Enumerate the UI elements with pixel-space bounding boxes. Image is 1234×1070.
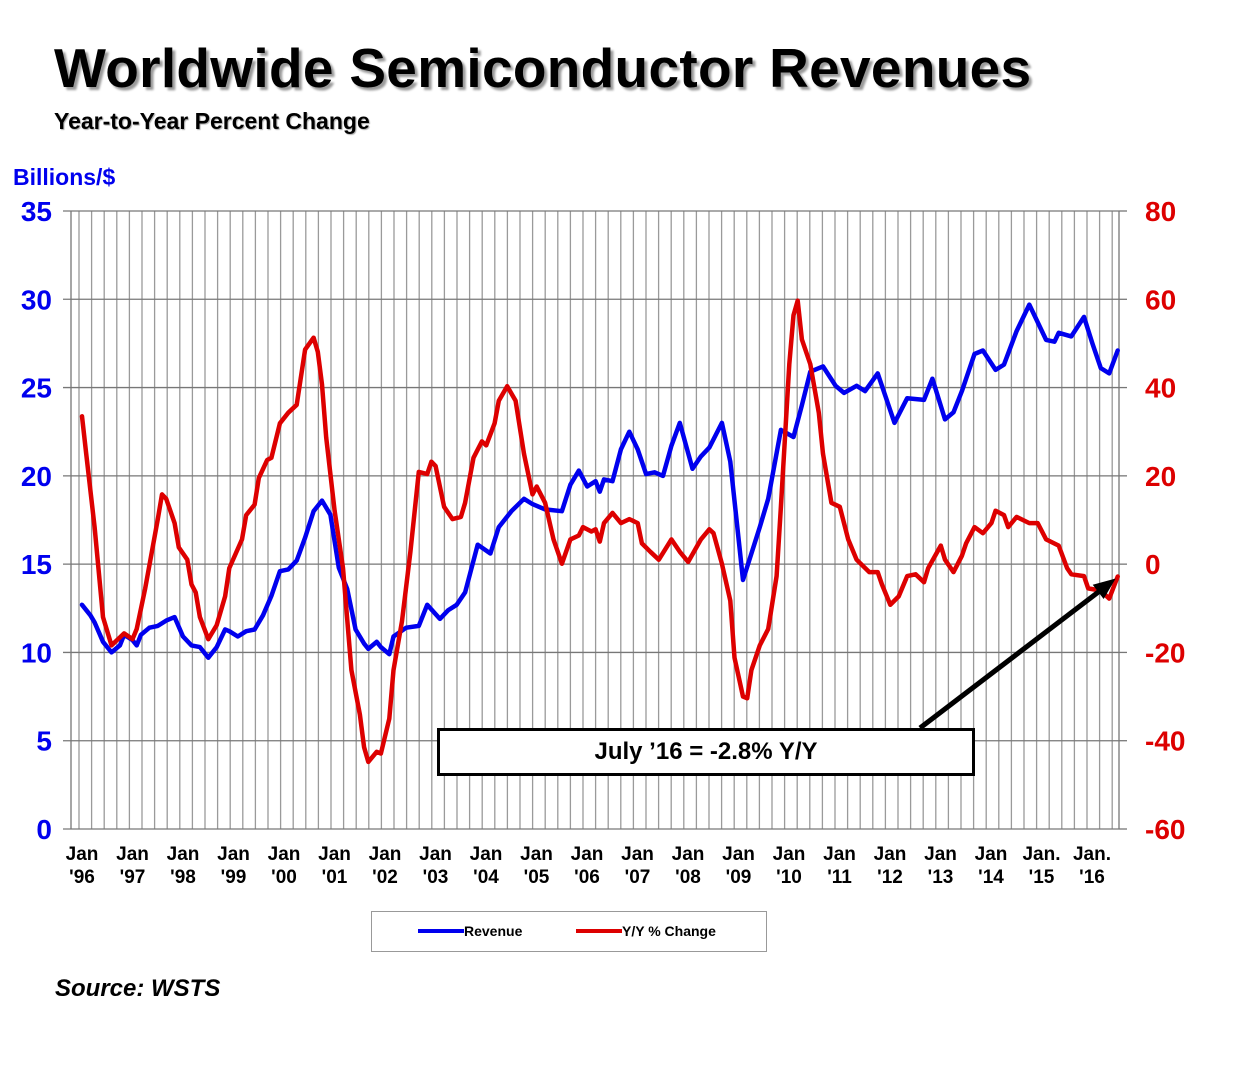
- x-tick-label-year: '96: [69, 867, 95, 888]
- legend-swatch-revenue: [418, 929, 464, 933]
- x-tick-label-year: '03: [423, 867, 449, 888]
- x-tick-label-month: Jan: [571, 844, 604, 865]
- legend-item-revenue: Revenue: [418, 923, 522, 939]
- legend-label-revenue: Revenue: [464, 923, 523, 939]
- x-tick-label-year: '97: [120, 867, 146, 888]
- y-tick-label: 0: [36, 814, 52, 845]
- x-tick-label-month: Jan: [520, 844, 553, 865]
- x-tick-label-month: Jan: [773, 844, 806, 865]
- x-tick-label-year: '14: [978, 867, 1004, 888]
- x-tick-label-month: Jan: [167, 844, 200, 865]
- x-tick-label-month: Jan: [874, 844, 907, 865]
- annotation-arrow-line: [918, 587, 1104, 730]
- x-tick-label-month: Jan: [924, 844, 957, 865]
- y-tick-label: 10: [21, 637, 52, 668]
- x-tick-label-month: Jan: [66, 844, 99, 865]
- y-tick-label: 20: [21, 461, 52, 492]
- x-tick-label-year: '01: [322, 867, 348, 888]
- y2-tick-label: -40: [1145, 726, 1185, 757]
- x-tick-label-month: Jan: [722, 844, 755, 865]
- x-tick-label-year: '98: [170, 867, 196, 888]
- x-tick-label-year: '06: [574, 867, 600, 888]
- x-tick-label-year: '99: [221, 867, 247, 888]
- legend: Revenue Y/Y % Change: [371, 911, 767, 952]
- x-tick-label-year: '16: [1079, 867, 1105, 888]
- y-axis-label: Billions/$: [13, 164, 116, 190]
- y2-tick-label: 0: [1145, 549, 1161, 580]
- x-tick-label-month: Jan: [975, 844, 1008, 865]
- y2-tick-label: -60: [1145, 814, 1185, 845]
- x-tick-label-year: '10: [776, 867, 802, 888]
- y-tick-label: 30: [21, 284, 52, 315]
- x-tick-label-month: Jan: [318, 844, 351, 865]
- legend-label-yoy: Y/Y % Change: [622, 923, 716, 939]
- annotation-box: July ’16 = -2.8% Y/Y: [437, 728, 975, 776]
- legend-swatch-yoy: [576, 929, 622, 933]
- x-tick-label-year: '12: [877, 867, 903, 888]
- y2-tick-label: -20: [1145, 637, 1185, 668]
- x-tick-label-month: Jan: [470, 844, 503, 865]
- x-tick-label-month: Jan.: [1022, 844, 1060, 865]
- annotation-arrowhead: [1092, 578, 1116, 600]
- x-tick-label-year: '15: [1029, 867, 1055, 888]
- series-line-yoy-change: [79, 298, 1120, 765]
- source-note: Source: WSTS: [55, 975, 221, 1002]
- y2-tick-label: 60: [1145, 284, 1176, 315]
- x-tick-label-year: '13: [928, 867, 954, 888]
- x-tick-label-year: '04: [473, 867, 499, 888]
- x-tick-label-month: Jan: [217, 844, 250, 865]
- y2-tick-label: 20: [1145, 461, 1176, 492]
- y-tick-label: 35: [21, 196, 52, 227]
- y2-tick-label: 40: [1145, 373, 1176, 404]
- x-tick-label-year: '11: [827, 867, 852, 888]
- x-tick-label-year: '07: [625, 867, 651, 888]
- x-tick-label-year: '08: [675, 867, 701, 888]
- x-tick-label-month: Jan: [621, 844, 654, 865]
- y2-tick-label: 80: [1145, 196, 1176, 227]
- x-tick-label-year: '05: [524, 867, 550, 888]
- x-tick-label-year: '09: [726, 867, 752, 888]
- y-tick-label: 5: [36, 726, 52, 757]
- legend-item-yoy: Y/Y % Change: [576, 923, 716, 939]
- x-tick-label-year: '02: [372, 867, 398, 888]
- x-tick-label-month: Jan: [419, 844, 452, 865]
- series-line-revenue: [79, 302, 1120, 660]
- x-tick-label-month: Jan: [268, 844, 301, 865]
- x-tick-label-year: '00: [271, 867, 297, 888]
- x-tick-label-month: Jan: [116, 844, 149, 865]
- chart-title: Worldwide Semiconductor Revenues: [54, 37, 1032, 99]
- y-tick-label: 15: [21, 549, 52, 580]
- x-tick-label-month: Jan: [823, 844, 856, 865]
- y-tick-label: 25: [21, 373, 52, 404]
- x-tick-label-month: Jan: [369, 844, 402, 865]
- x-tick-label-month: Jan.: [1073, 844, 1111, 865]
- chart-subtitle: Year-to-Year Percent Change: [54, 108, 370, 134]
- x-tick-label-month: Jan: [672, 844, 705, 865]
